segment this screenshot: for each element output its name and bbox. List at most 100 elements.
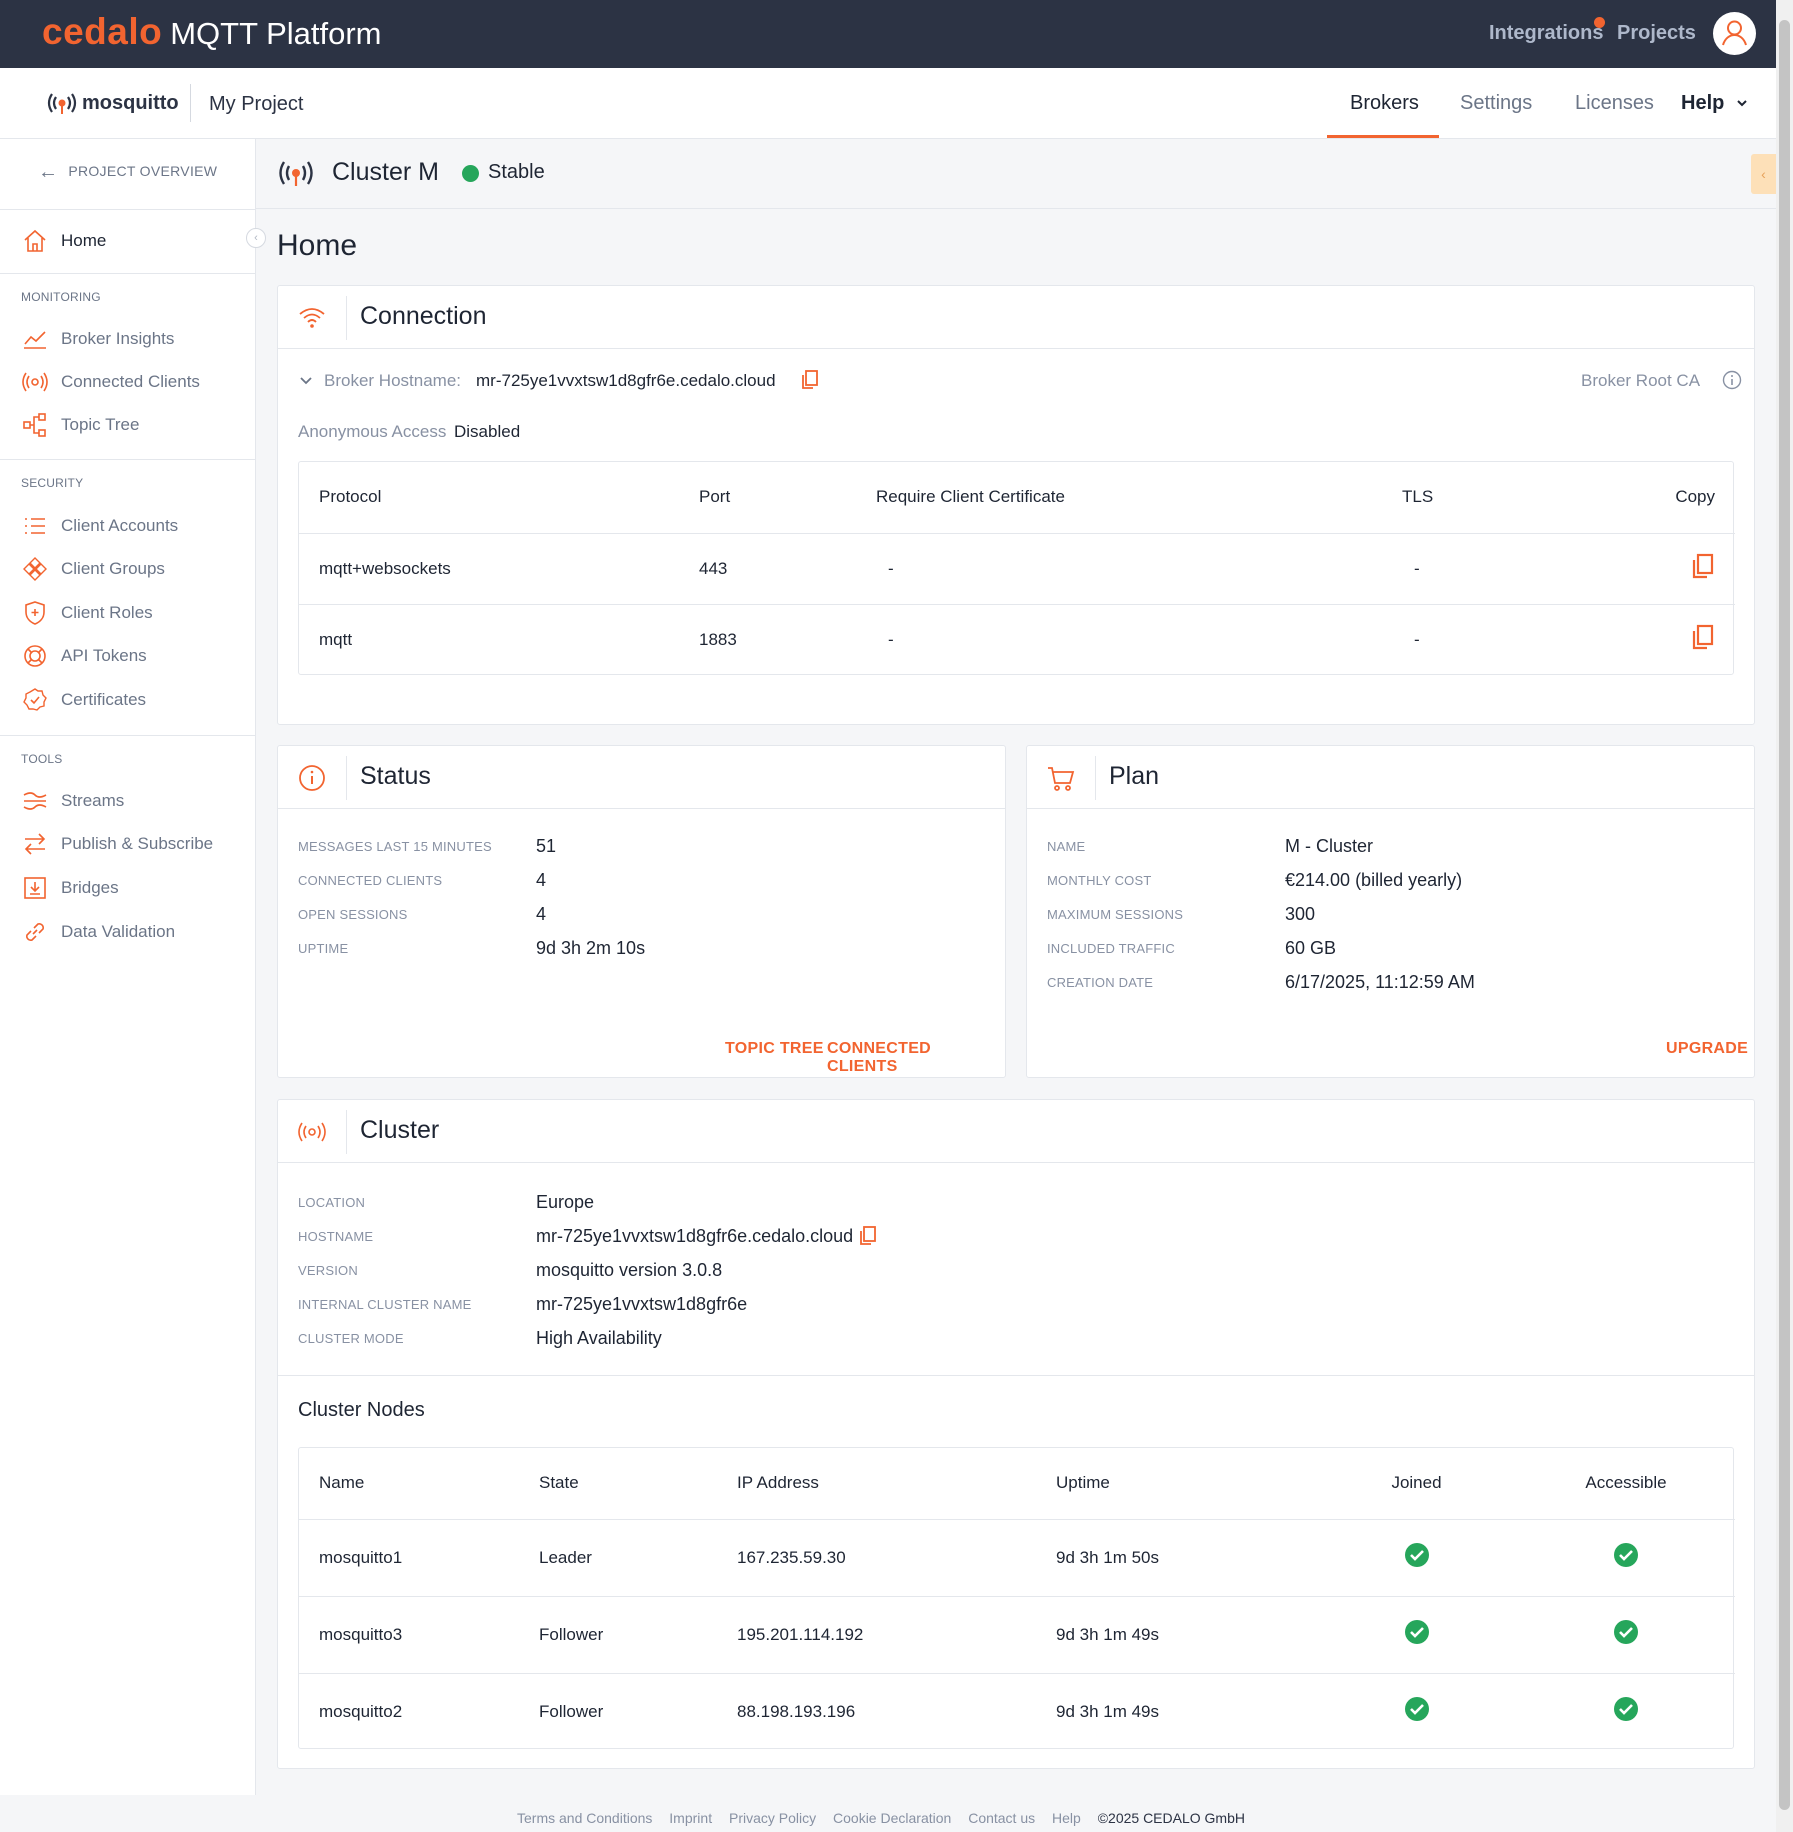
- sidebar-item-label: Client Roles: [61, 603, 153, 622]
- footer-link-privacy[interactable]: Privacy Policy: [728, 1810, 817, 1826]
- sidebar-item-label: Broker Insights: [61, 329, 175, 348]
- cert-cell: -: [888, 558, 894, 578]
- copy-icon[interactable]: [801, 370, 819, 390]
- sidebar-item-connected-clients[interactable]: Connected Clients: [21, 367, 200, 397]
- copy-cell: [1622, 604, 1735, 675]
- plan-value: 300: [1285, 904, 1316, 924]
- accessible-cell: [1517, 1519, 1735, 1596]
- notification-dot: [1594, 17, 1605, 28]
- copy-icon[interactable]: [1691, 624, 1715, 650]
- protocol-cell: mqtt: [319, 629, 353, 649]
- tab-brokers[interactable]: Brokers: [1350, 92, 1419, 114]
- chevron-down-icon[interactable]: [1735, 96, 1749, 110]
- sidebar-item-publish-subscribe[interactable]: Publish & Subscribe: [21, 829, 213, 859]
- cluster-nodes-title: Cluster Nodes: [298, 1399, 425, 1421]
- copy-icon[interactable]: [859, 1226, 877, 1246]
- table-row: mqtt+websockets 443 - -: [299, 533, 1735, 604]
- projects-link[interactable]: Projects: [1617, 22, 1696, 44]
- sidebar-item-bridges[interactable]: Bridges: [21, 873, 119, 903]
- scrollbar-thumb[interactable]: [1779, 20, 1790, 1810]
- sidebar-item-label: Publish & Subscribe: [61, 834, 214, 853]
- copy-cell: [1622, 533, 1735, 604]
- node-uptime-cell: 9d 3h 1m 50s: [1056, 1547, 1160, 1567]
- groups-icon: [23, 557, 47, 581]
- sidebar-item-label: Streams: [61, 791, 125, 810]
- tls-cell: -: [1414, 558, 1420, 578]
- footer-link-terms[interactable]: Terms and Conditions: [517, 1810, 653, 1826]
- cluster-label: VERSION: [298, 1263, 358, 1278]
- cluster-nodes-table: Name State IP Address Uptime Joined Acce…: [298, 1447, 1735, 1750]
- sidebar-item-client-roles[interactable]: Client Roles: [21, 598, 153, 628]
- check-circle-icon: [1614, 1543, 1638, 1567]
- connection-card: Connection Broker Hostname: mr-725ye1vvx…: [277, 285, 1755, 725]
- section-monitoring: MONITORING: [21, 290, 101, 304]
- info-icon[interactable]: [1722, 370, 1742, 390]
- cluster-label: LOCATION: [298, 1195, 366, 1210]
- sidebar-item-data-validation[interactable]: Data Validation: [21, 917, 175, 947]
- footer-link-help[interactable]: Help: [1052, 1810, 1081, 1826]
- sidebar-item-client-accounts[interactable]: Client Accounts: [21, 511, 178, 541]
- project-name[interactable]: My Project: [209, 93, 304, 115]
- connected-clients-link[interactable]: CONNECTED CLIENTS: [827, 1040, 932, 1075]
- cluster-value: mosquitto version 3.0.8: [536, 1260, 723, 1280]
- sidebar-item-streams[interactable]: Streams: [21, 786, 124, 816]
- column-header: Uptime: [1056, 1473, 1110, 1493]
- sidebar-item-topic-tree[interactable]: Topic Tree: [21, 410, 139, 440]
- integrations-link[interactable]: Integrations: [1489, 22, 1604, 44]
- node-state-cell: Leader: [539, 1547, 592, 1567]
- node-name-cell: mosquitto3: [319, 1624, 403, 1644]
- swap-arrows-icon: [24, 833, 46, 855]
- plan-card: Plan NAME M - Cluster MONTHLY COST €214.…: [1026, 745, 1755, 1078]
- plan-value: 60 GB: [1285, 938, 1337, 958]
- sidebar-item-label: Connected Clients: [61, 372, 200, 391]
- status-value: 4: [536, 904, 547, 924]
- cluster-value: mr-725ye1vvxtsw1d8gfr6e.cedalo.cloud: [536, 1226, 854, 1246]
- tab-licenses[interactable]: Licenses: [1575, 92, 1654, 114]
- cluster-header: Cluster M Stable: [256, 139, 1776, 209]
- sidebar-divider: [0, 209, 256, 210]
- sidebar-item-broker-insights[interactable]: Broker Insights: [21, 324, 174, 354]
- info-circle-icon: [299, 765, 325, 791]
- status-label: MESSAGES LAST 15 MINUTES: [298, 839, 492, 854]
- column-header: State: [539, 1473, 579, 1493]
- node-state-cell: Follower: [539, 1624, 604, 1644]
- sidebar-item-certificates[interactable]: Certificates: [21, 685, 146, 715]
- node-ip-cell: 167.235.59.30: [737, 1547, 846, 1567]
- footer-link-contact[interactable]: Contact us: [968, 1810, 1036, 1826]
- chevron-down-icon[interactable]: [299, 374, 313, 388]
- cedalo-wordmark: cedalo: [42, 11, 163, 52]
- tab-help[interactable]: Help: [1681, 92, 1725, 114]
- chart-line-icon: [24, 331, 46, 349]
- cluster-name: Cluster M: [332, 158, 439, 186]
- tree-icon: [23, 413, 46, 437]
- plan-value: €214.00 (billed yearly): [1285, 870, 1463, 890]
- sidebar-item-api-tokens[interactable]: API Tokens: [21, 641, 147, 671]
- copy-icon[interactable]: [1691, 553, 1715, 579]
- tab-settings[interactable]: Settings: [1460, 92, 1533, 114]
- footer-link-imprint[interactable]: Imprint: [669, 1810, 713, 1826]
- status-badge: Stable: [488, 161, 545, 183]
- accessible-cell: [1517, 1673, 1735, 1750]
- broker-root-ca-link[interactable]: Broker Root CA: [1581, 371, 1701, 390]
- plan-label: NAME: [1047, 839, 1086, 854]
- sidebar-item-home[interactable]: Home: [21, 226, 106, 256]
- footer-link-cookies[interactable]: Cookie Declaration: [833, 1810, 952, 1826]
- collapse-sidebar-button[interactable]: ‹: [246, 228, 266, 248]
- node-name-cell: mosquitto2: [319, 1701, 403, 1721]
- status-label: CONNECTED CLIENTS: [298, 873, 443, 888]
- platform-logo[interactable]: cedalo MQTT Platform: [42, 11, 382, 53]
- side-panel-toggle-button[interactable]: ‹: [1751, 154, 1776, 194]
- topic-tree-link[interactable]: TOPIC TREE: [725, 1040, 824, 1057]
- mosquitto-wordmark[interactable]: mosquitto: [82, 92, 179, 114]
- arrow-left-icon: ←: [38, 161, 59, 183]
- user-avatar-button[interactable]: [1713, 12, 1756, 55]
- card-title: Plan: [1109, 762, 1160, 790]
- plan-label: MAXIMUM SESSIONS: [1047, 907, 1184, 922]
- project-overview-link[interactable]: ← PROJECT OVERVIEW: [38, 161, 217, 184]
- upgrade-link[interactable]: UPGRADE: [1666, 1040, 1749, 1057]
- sidebar-item-client-groups[interactable]: Client Groups: [21, 554, 165, 584]
- port-cell: 1883: [699, 629, 737, 649]
- section-divider: [278, 1375, 1754, 1376]
- sidebar-divider: [0, 273, 256, 274]
- sidebar-divider: [0, 459, 256, 460]
